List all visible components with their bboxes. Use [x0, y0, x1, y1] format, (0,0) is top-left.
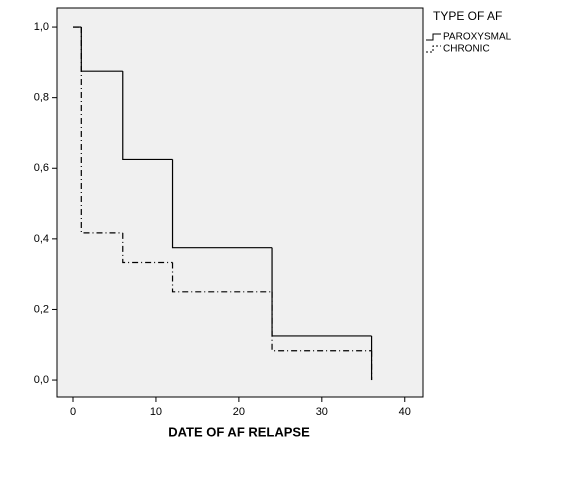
survival-step: [122, 232, 173, 264]
x-tick-label: 20: [233, 406, 245, 418]
y-tick-label: 0,6: [34, 162, 49, 174]
y-tick-label: 0,2: [34, 303, 49, 315]
survival-step: [171, 159, 273, 249]
plot-area: [56, 7, 424, 398]
x-tick-label: 10: [150, 406, 162, 418]
survival-step: [80, 27, 123, 234]
y-tick-label: 1,0: [34, 21, 49, 33]
legend-symbol: [426, 45, 441, 53]
legend-label: PAROXYSMAL: [443, 32, 512, 43]
x-tick-label: 0: [70, 406, 76, 418]
x-tick-label: 40: [399, 406, 411, 418]
survival-step: [171, 262, 273, 293]
legend-title: TYPE OF AF: [433, 9, 502, 23]
x-axis-label: DATE OF AF RELAPSE: [168, 424, 310, 439]
legend-symbol: [426, 33, 441, 41]
survival-step: [122, 71, 173, 161]
y-tick-label: 0,8: [34, 92, 49, 104]
legend-label: CHRONIC: [443, 44, 490, 55]
x-tick-label: 30: [316, 406, 328, 418]
y-tick-label: 0,0: [34, 374, 49, 386]
y-tick-label: 0,4: [34, 233, 49, 245]
